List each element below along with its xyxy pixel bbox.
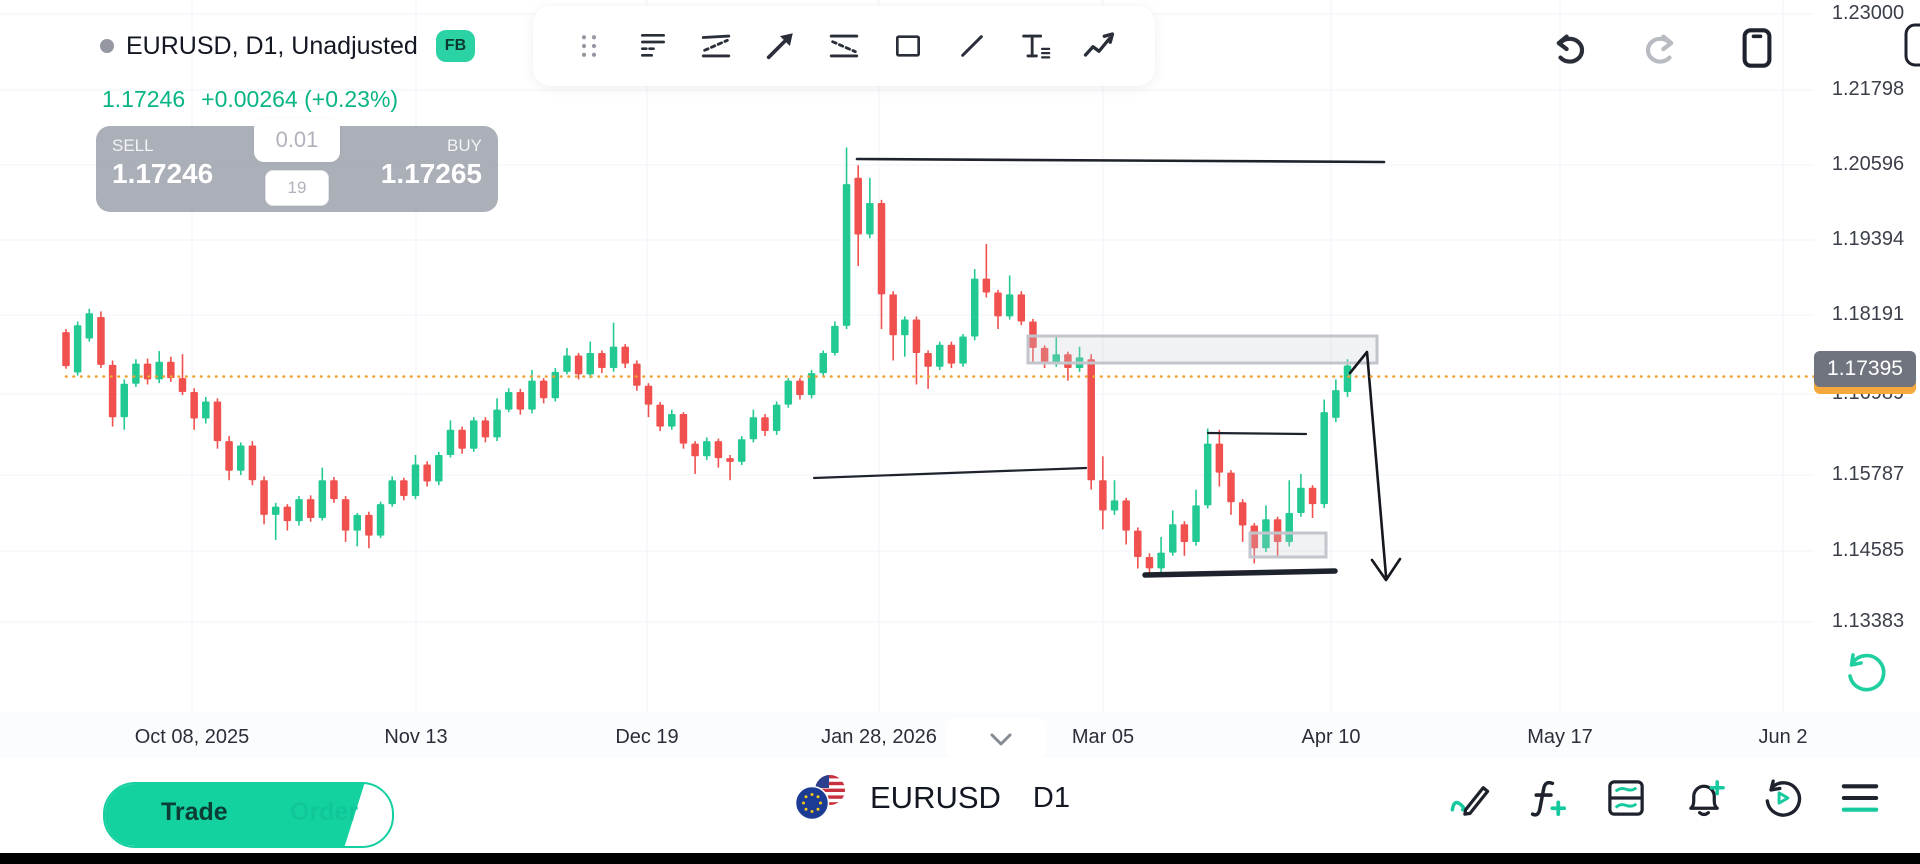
horizontal-levels-icon[interactable] bbox=[631, 24, 675, 68]
device-frame-icon[interactable] bbox=[1731, 22, 1783, 74]
rectangle-tool-icon[interactable] bbox=[886, 24, 930, 68]
time-axis-label: May 17 bbox=[1527, 726, 1593, 748]
text-tool-icon[interactable] bbox=[1013, 24, 1057, 68]
time-axis-label: Apr 10 bbox=[1301, 726, 1361, 748]
spread-value: 19 bbox=[265, 170, 329, 206]
price-axis-label: 1.15787 bbox=[1831, 463, 1905, 485]
lot-size-input[interactable]: 0.01 bbox=[254, 118, 340, 162]
price-axis-label: 1.20596 bbox=[1831, 153, 1905, 175]
reset-chart-icon[interactable] bbox=[1840, 646, 1890, 696]
price-axis-label: 1.19394 bbox=[1831, 228, 1905, 250]
home-indicator-bar bbox=[0, 853, 1920, 864]
drawing-arrow bbox=[1348, 350, 1388, 578]
time-axis-label: Oct 08, 2025 bbox=[134, 726, 250, 748]
price-axis-label: 1.21798 bbox=[1831, 78, 1905, 100]
replay-history-icon[interactable] bbox=[1760, 776, 1804, 820]
drawing-arrow-head bbox=[1370, 557, 1402, 582]
last-price-badge: 1.17395 bbox=[1814, 350, 1916, 387]
drag-handle-dots-icon[interactable] bbox=[567, 24, 611, 68]
order-tab-label: Order bbox=[289, 798, 358, 826]
buy-price: 1.17265 bbox=[380, 158, 482, 189]
time-axis-label: Dec 19 bbox=[615, 726, 679, 748]
time-axis-label: Jun 2 bbox=[1758, 726, 1808, 748]
eurusd-flag-icon bbox=[794, 775, 845, 821]
drawing-trendline bbox=[855, 157, 1386, 164]
drawing-rectangle bbox=[1026, 334, 1379, 365]
price-axis-label: 1.14585 bbox=[1831, 539, 1905, 561]
undo-icon[interactable] bbox=[1545, 22, 1597, 74]
bottom-bar: Trade Order EURUSD D1 bbox=[0, 758, 1920, 853]
draw-pencil-icon[interactable] bbox=[1448, 776, 1492, 820]
symbol-title[interactable]: EURUSD, D1, Unadjusted bbox=[126, 31, 418, 60]
last-price: 1.17246 bbox=[102, 86, 186, 112]
trade-order-toggle: Trade Order bbox=[103, 782, 394, 848]
price-axis-label: 1.18191 bbox=[1831, 303, 1905, 325]
fb-badge: FB bbox=[435, 30, 476, 62]
drawing-trendline bbox=[812, 466, 1088, 480]
drawing-rectangle bbox=[1248, 531, 1328, 559]
rising-channel-icon[interactable] bbox=[694, 24, 738, 68]
time-axis-label: Jan 28, 2026 bbox=[821, 726, 937, 748]
price-axis-label: 1.23000 bbox=[1831, 2, 1905, 24]
drawing-trendline bbox=[1206, 431, 1308, 436]
sell-price: 1.17246 bbox=[112, 158, 214, 189]
symbol-timeframe[interactable]: D1 bbox=[1032, 781, 1070, 814]
price-axis-label: 1.13383 bbox=[1831, 610, 1905, 632]
edge-partial-icon bbox=[1903, 22, 1920, 68]
sell-button[interactable]: SELL 1.17246 bbox=[112, 136, 213, 190]
redo-icon[interactable] bbox=[1633, 22, 1685, 74]
candlestick-chart[interactable] bbox=[0, 0, 1920, 758]
buy-button[interactable]: BUY 1.17265 bbox=[381, 136, 482, 190]
trade-tab-label: Trade bbox=[161, 798, 228, 826]
buy-label: BUY bbox=[447, 136, 482, 155]
sell-label: SELL bbox=[112, 136, 154, 155]
trend-line-icon[interactable] bbox=[950, 24, 994, 68]
alert-bell-add-icon[interactable] bbox=[1682, 776, 1726, 820]
trade-tab[interactable]: Trade bbox=[105, 784, 365, 846]
time-axis-label: Mar 05 bbox=[1071, 726, 1135, 748]
chevron-down-icon[interactable] bbox=[984, 728, 1018, 752]
polyline-arrow-icon[interactable] bbox=[1077, 24, 1121, 68]
add-indicator-f-icon[interactable] bbox=[1526, 776, 1570, 820]
falling-channel-icon[interactable] bbox=[822, 24, 866, 68]
symbol-name: EURUSD bbox=[870, 780, 1001, 815]
symbol-status-dot bbox=[100, 39, 114, 53]
symbol-selector[interactable]: EURUSD D1 bbox=[790, 772, 1070, 824]
drawing-trendline bbox=[1142, 568, 1338, 578]
menu-hamburger-icon[interactable] bbox=[1838, 776, 1882, 820]
drawing-toolbar bbox=[533, 6, 1155, 86]
order-tab[interactable]: Order bbox=[290, 798, 358, 827]
one-click-trade-widget: SELL 1.17246 BUY 1.17265 0.01 19 bbox=[96, 118, 498, 212]
candlestick-series bbox=[62, 147, 1352, 576]
arrow-up-right-icon[interactable] bbox=[758, 24, 802, 68]
time-axis-label: Nov 13 bbox=[384, 726, 448, 748]
indicator-panels-icon[interactable] bbox=[1604, 776, 1648, 820]
price-change: +0.00264 (+0.23%) bbox=[201, 86, 399, 112]
